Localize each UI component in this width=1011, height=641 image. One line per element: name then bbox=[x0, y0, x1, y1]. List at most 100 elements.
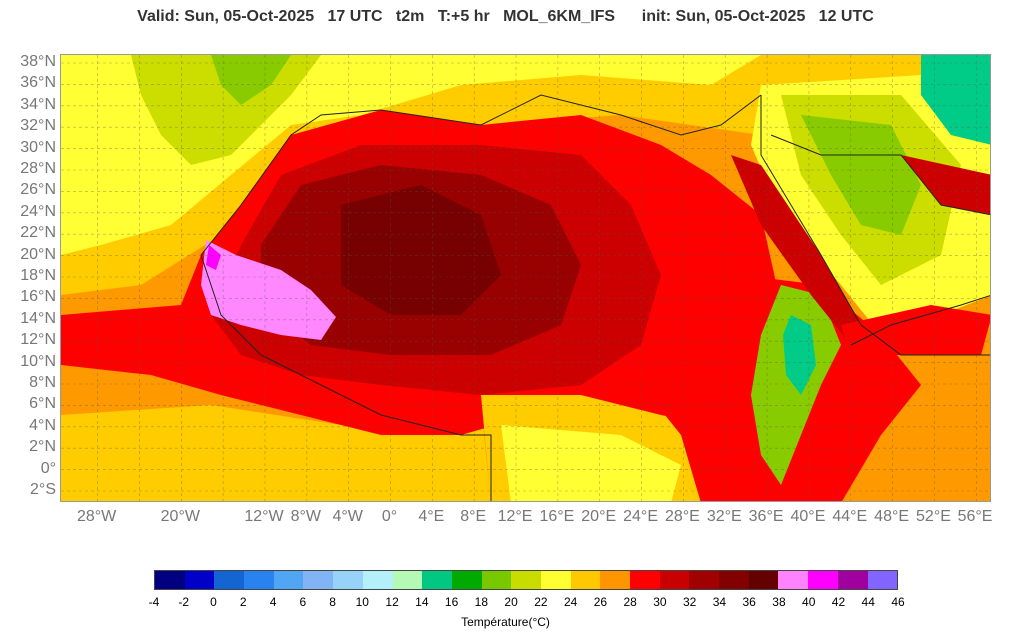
red-sea-hot bbox=[731, 155, 861, 345]
lon-label: 4°W bbox=[332, 508, 363, 525]
colorbar-tick-label: 36 bbox=[742, 595, 756, 609]
colorbar-segment bbox=[600, 571, 630, 589]
colorbar-tick-label: 0 bbox=[210, 595, 217, 609]
colorbar-segment bbox=[570, 571, 601, 589]
colorbar-segment bbox=[867, 571, 898, 589]
lat-label: 4°N bbox=[29, 416, 56, 434]
lon-label: 28°W bbox=[76, 508, 117, 525]
colorbar-tick-label: 20 bbox=[504, 595, 518, 609]
colorbar-segment bbox=[303, 571, 334, 589]
colorbar-tick-label: -2 bbox=[178, 595, 190, 609]
lon-label: 40°E bbox=[790, 508, 826, 525]
lon-label: 28°E bbox=[664, 508, 700, 525]
lat-label: 2°N bbox=[29, 438, 56, 456]
colorbar-segment bbox=[451, 571, 482, 589]
colorbar-tick-label: 18 bbox=[474, 595, 489, 609]
lon-label: 4°E bbox=[418, 508, 445, 525]
colorbar-tick-label: 4 bbox=[269, 595, 277, 609]
colorbar-segment bbox=[630, 571, 660, 589]
ocean-green-nw-core bbox=[211, 55, 291, 105]
colorbar-tick-label: 12 bbox=[385, 595, 399, 609]
senegal-pink bbox=[201, 240, 336, 340]
senegal-magenta bbox=[206, 245, 221, 270]
coastline bbox=[200, 94, 990, 501]
map-svg bbox=[61, 55, 990, 501]
lon-label: 24°E bbox=[623, 508, 658, 525]
lon-label: 44°E bbox=[832, 508, 868, 525]
graticule bbox=[61, 55, 990, 501]
lat-label: 32°N bbox=[20, 117, 56, 135]
colorbar-segment bbox=[273, 571, 304, 589]
lat-label: 16°N bbox=[20, 288, 56, 306]
colorbar-tick-label: 40 bbox=[802, 595, 816, 609]
lon-label: 0° bbox=[381, 508, 398, 525]
colorbar-segment bbox=[689, 571, 720, 589]
colorbar-tick-label: 14 bbox=[415, 595, 429, 609]
arabia-coast bbox=[770, 134, 990, 346]
colorbar-segment bbox=[540, 571, 571, 589]
lat-label: 26°N bbox=[20, 181, 56, 199]
lat-label: 8°N bbox=[29, 374, 56, 391]
colorbar-tick-label: 30 bbox=[653, 595, 667, 609]
lon-label: 16°E bbox=[539, 508, 575, 525]
colorbar-tick-label: 28 bbox=[623, 595, 637, 609]
lat-label: 6°N bbox=[29, 395, 56, 413]
lat-label: 12°N bbox=[20, 331, 56, 349]
lon-label: 48°E bbox=[874, 508, 910, 525]
lat-label: 22°N bbox=[20, 224, 56, 242]
colorbar-title: Température(°C) bbox=[461, 615, 550, 629]
lat-label: 14°N bbox=[20, 309, 56, 327]
colorbar-tick-label: -4 bbox=[148, 595, 160, 609]
lat-label: 24°N bbox=[20, 202, 56, 220]
colorbar-segment bbox=[808, 571, 838, 589]
colorbar-segment bbox=[719, 571, 749, 589]
lon-label: 32°E bbox=[706, 508, 742, 525]
colorbar-segment bbox=[778, 571, 809, 589]
lon-label: 12°E bbox=[497, 508, 533, 525]
colorbar-tick-label: 24 bbox=[563, 595, 578, 609]
lon-label: 8°W bbox=[290, 508, 322, 525]
central-africa-cool bbox=[501, 425, 681, 501]
colorbar-segment bbox=[155, 571, 185, 589]
lon-label: 20°E bbox=[581, 508, 617, 525]
lat-label: 30°N bbox=[20, 138, 56, 156]
ethiopia-teal bbox=[783, 315, 816, 395]
lat-label: 34°N bbox=[20, 95, 56, 113]
arabia-green-core bbox=[801, 115, 921, 235]
colorbar bbox=[154, 570, 898, 590]
colorbar-tick-label: 32 bbox=[682, 595, 697, 609]
colorbar-tick-label: 42 bbox=[831, 595, 846, 609]
lon-label: 8°E bbox=[460, 508, 487, 525]
colorbar-tick-label: 38 bbox=[772, 595, 786, 609]
colorbar-segment bbox=[659, 571, 690, 589]
lat-label: 10°N bbox=[20, 352, 56, 370]
colorbar-segment bbox=[511, 571, 541, 589]
lon-label: 36°E bbox=[748, 508, 784, 525]
colorbar-segment bbox=[392, 571, 423, 589]
lat-label: 18°N bbox=[20, 267, 56, 284]
colorbar-tick-label: 22 bbox=[534, 595, 548, 609]
colorbar-segment bbox=[184, 571, 215, 589]
colorbar-segment bbox=[333, 571, 363, 589]
colorbar-tick-label: 16 bbox=[444, 595, 459, 609]
lon-label: 52°E bbox=[916, 508, 951, 525]
colorbar-tick-label: 8 bbox=[329, 595, 336, 609]
colorbar-tick-label: 46 bbox=[891, 595, 905, 609]
aden-hot bbox=[841, 305, 990, 355]
anatolia-teal bbox=[921, 55, 990, 145]
map-title: Valid: Sun, 05-Oct-2025 17 UTC t2m T:+5 … bbox=[137, 8, 874, 25]
colorbar-segment bbox=[748, 571, 779, 589]
colorbar-segment bbox=[481, 571, 512, 589]
colorbar-segment bbox=[244, 571, 274, 589]
colorbar-segment bbox=[422, 571, 452, 589]
colorbar-segment bbox=[214, 571, 245, 589]
temperature-map[interactable] bbox=[60, 54, 991, 502]
lon-label: 12°W bbox=[244, 508, 284, 525]
colorbar-tick-label: 10 bbox=[355, 595, 369, 609]
lat-label: 2°S bbox=[30, 481, 56, 498]
sahara-extreme bbox=[341, 185, 501, 315]
colorbar-tick-label: 44 bbox=[861, 595, 875, 609]
lat-label: 20°N bbox=[20, 245, 56, 263]
lat-label: 28°N bbox=[20, 160, 56, 177]
colorbar-tick-label: 26 bbox=[593, 595, 608, 609]
